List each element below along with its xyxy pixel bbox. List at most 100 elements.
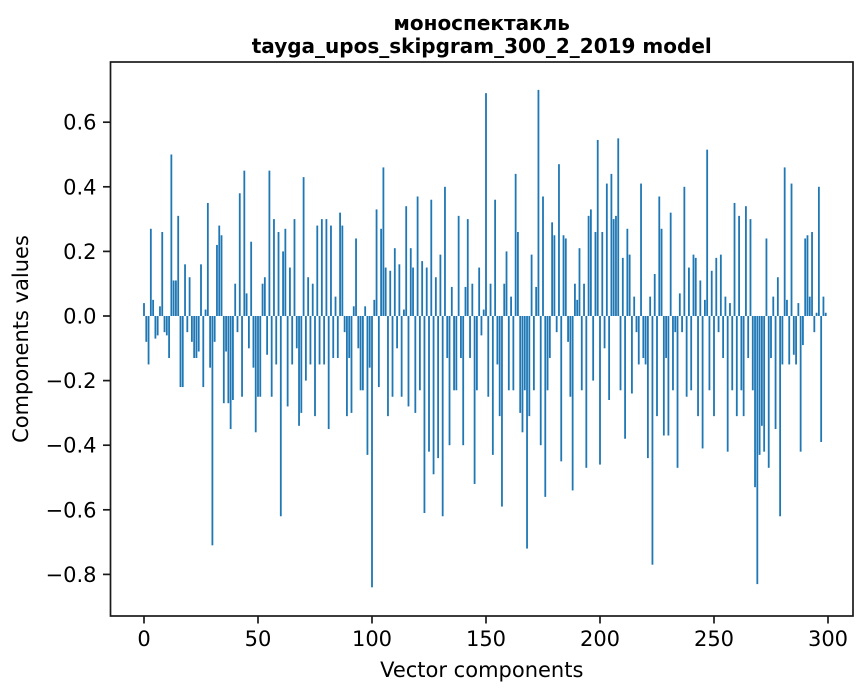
bar bbox=[724, 296, 727, 316]
bar bbox=[733, 202, 736, 316]
bar bbox=[786, 299, 788, 316]
bar bbox=[220, 235, 223, 316]
bar bbox=[635, 316, 638, 333]
bar bbox=[685, 316, 688, 397]
bar bbox=[774, 316, 777, 430]
bar bbox=[284, 228, 287, 316]
bar bbox=[282, 251, 284, 316]
bar bbox=[692, 254, 695, 316]
y-tick-label: 0.2 bbox=[63, 240, 96, 264]
bar bbox=[277, 232, 280, 316]
bar bbox=[551, 222, 554, 316]
bar bbox=[457, 215, 460, 316]
bar bbox=[539, 316, 542, 446]
bar bbox=[624, 316, 626, 439]
bar bbox=[740, 316, 743, 391]
bar bbox=[815, 312, 818, 316]
bar bbox=[332, 316, 335, 358]
y-tick-label: 0.4 bbox=[63, 175, 96, 199]
bar bbox=[302, 177, 305, 316]
bar bbox=[560, 316, 563, 462]
bar bbox=[535, 286, 538, 316]
bar bbox=[403, 309, 405, 316]
x-tick-label: 50 bbox=[245, 627, 272, 651]
bar bbox=[608, 316, 611, 400]
bar bbox=[336, 316, 339, 358]
x-tick-label: 100 bbox=[352, 627, 392, 651]
bar bbox=[512, 316, 515, 391]
bar bbox=[204, 309, 207, 316]
bar bbox=[697, 316, 699, 417]
bar bbox=[790, 183, 793, 316]
bar bbox=[745, 206, 747, 316]
bar bbox=[824, 312, 827, 316]
bar bbox=[330, 225, 332, 316]
bar bbox=[327, 316, 330, 430]
bar bbox=[735, 316, 738, 417]
bar bbox=[200, 264, 202, 316]
bar bbox=[441, 316, 444, 517]
bar bbox=[149, 228, 152, 316]
bar bbox=[505, 251, 508, 316]
bar bbox=[320, 219, 323, 316]
bar bbox=[163, 316, 166, 333]
bar bbox=[599, 316, 601, 465]
y-tick-label: 0.6 bbox=[63, 111, 96, 135]
bar bbox=[544, 316, 547, 497]
bar bbox=[382, 167, 385, 316]
bar bbox=[480, 316, 483, 336]
bar bbox=[694, 257, 697, 316]
bar bbox=[751, 316, 754, 391]
bar bbox=[460, 316, 462, 358]
bar bbox=[820, 316, 823, 442]
bar bbox=[346, 316, 348, 417]
bar bbox=[279, 316, 282, 517]
bar-series bbox=[143, 89, 827, 588]
bar bbox=[601, 232, 604, 316]
bar bbox=[186, 316, 189, 333]
bar bbox=[373, 299, 376, 316]
bar bbox=[637, 316, 640, 365]
bar bbox=[245, 293, 248, 316]
bar bbox=[238, 193, 241, 316]
bar bbox=[594, 232, 597, 316]
bar bbox=[309, 316, 312, 365]
bar bbox=[523, 316, 526, 391]
bar bbox=[610, 173, 613, 316]
bar bbox=[749, 219, 752, 316]
bar bbox=[446, 316, 449, 358]
bar bbox=[469, 316, 471, 358]
bar bbox=[699, 280, 702, 316]
bar bbox=[393, 248, 396, 316]
bar bbox=[615, 215, 617, 316]
bar bbox=[371, 316, 373, 588]
bar bbox=[521, 316, 524, 433]
bar bbox=[501, 316, 503, 507]
bar bbox=[562, 235, 565, 316]
bar bbox=[216, 244, 218, 316]
bar bbox=[576, 299, 579, 316]
bar bbox=[583, 283, 585, 316]
bar bbox=[496, 316, 499, 365]
bar bbox=[147, 316, 150, 365]
bar bbox=[257, 316, 259, 397]
bar bbox=[719, 254, 722, 316]
bar bbox=[453, 316, 455, 391]
bar bbox=[546, 316, 549, 391]
bar bbox=[334, 296, 337, 316]
bar bbox=[626, 228, 629, 316]
bar bbox=[350, 316, 353, 413]
bar bbox=[612, 219, 615, 316]
x-tick-label: 200 bbox=[580, 627, 620, 651]
bar bbox=[797, 303, 800, 316]
x-tick-label: 0 bbox=[137, 627, 150, 651]
bar bbox=[681, 316, 683, 333]
bar bbox=[776, 277, 779, 316]
bar bbox=[799, 316, 802, 452]
bar bbox=[455, 316, 458, 391]
bar bbox=[227, 316, 230, 404]
bar bbox=[291, 316, 294, 365]
bar bbox=[587, 215, 590, 316]
axes-spines bbox=[109, 61, 854, 617]
bar bbox=[377, 316, 380, 388]
